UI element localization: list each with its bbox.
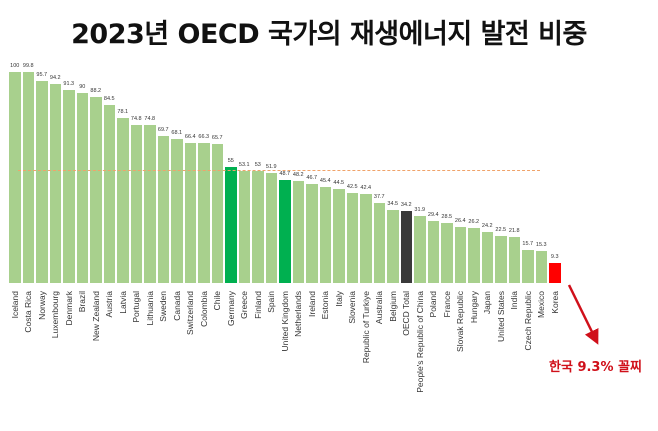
value-label: 34.5 — [387, 201, 399, 208]
value-label: 65.7 — [211, 135, 223, 142]
value-label: 42.4 — [360, 184, 372, 191]
bar-poland — [427, 220, 439, 283]
value-label: 9.3 — [550, 254, 559, 261]
bar-estonia — [319, 187, 331, 283]
bar-india — [508, 237, 520, 283]
value-label: 22.5 — [495, 226, 507, 233]
value-label: 74.8 — [144, 116, 156, 123]
chart-title: 2023년 OECD 국가의 재생에너지 발전 비중 — [71, 19, 587, 50]
value-label: 15.7 — [522, 240, 534, 247]
value-label: 90 — [79, 84, 86, 91]
value-label: 28.5 — [441, 213, 453, 220]
value-label: 48.2 — [292, 172, 304, 179]
bar-latvia — [117, 118, 129, 283]
value-label: 51.9 — [265, 164, 277, 171]
bar-canada — [171, 139, 183, 283]
bar-italy — [333, 189, 345, 283]
bar-slovak-republic — [454, 227, 466, 283]
bar-people-s-republic-of-china — [414, 215, 426, 283]
value-label: 48.7 — [279, 171, 291, 178]
value-label: 46.7 — [306, 175, 318, 182]
bar-france — [441, 222, 453, 283]
bar-greece — [238, 170, 250, 283]
bar-colombia — [198, 143, 210, 283]
bar-finland — [252, 171, 264, 283]
bar-chart: 100 Iceland 99.8 Costa Rica 95.7 Norway 94.2 Lu… — [9, 63, 561, 393]
bar-united-kingdom — [279, 180, 291, 283]
value-label: 91.3 — [63, 81, 75, 88]
bar-chile — [211, 144, 223, 283]
bar-norway — [36, 81, 48, 283]
value-label: 45.4 — [319, 178, 331, 185]
bar-belgium — [387, 210, 399, 283]
value-label: 66.3 — [198, 134, 210, 141]
value-label: 44.5 — [333, 180, 345, 187]
bar-czech-republic — [522, 249, 534, 283]
value-label: 94.2 — [49, 75, 61, 82]
value-label: 88.2 — [90, 87, 102, 94]
value-label: 78.1 — [117, 109, 129, 116]
value-label: 31.9 — [414, 206, 426, 213]
bar-slovenia — [346, 193, 358, 283]
value-label: 53 — [254, 162, 261, 169]
value-label: 95.7 — [36, 72, 48, 79]
value-label: 99.8 — [22, 63, 34, 70]
bar-republic-of-turkiye — [360, 193, 372, 283]
value-label: 24.2 — [481, 222, 493, 229]
value-label: 34.2 — [400, 201, 412, 208]
korea-annotation: 한국 9.3% 꼴찌 — [549, 360, 642, 375]
value-label: 68.1 — [171, 130, 183, 137]
bar-germany — [225, 166, 237, 283]
bar-brazil — [76, 93, 88, 283]
value-label: 37.7 — [373, 194, 385, 201]
bar-new-zealand — [90, 96, 102, 283]
annotation-arrow-icon — [567, 284, 599, 345]
value-label: 69.7 — [157, 126, 169, 133]
value-label: 29.4 — [427, 211, 439, 218]
bar-austria — [103, 104, 115, 283]
value-label: 55 — [227, 157, 234, 164]
bar-luxembourg — [49, 84, 61, 283]
value-label: 66.4 — [184, 133, 196, 140]
bar-united-states — [495, 235, 507, 283]
value-label: 26.4 — [454, 218, 466, 225]
value-label: 21.8 — [508, 228, 520, 234]
bar-australia — [373, 203, 385, 283]
value-label: 53.1 — [238, 161, 250, 168]
bar-switzerland — [184, 142, 196, 283]
value-label: 74.8 — [130, 116, 142, 123]
bar-japan — [481, 231, 493, 283]
value-label: 84.5 — [103, 95, 115, 102]
bar-lithuania — [144, 125, 156, 283]
value-label: 100 — [10, 63, 20, 69]
average-reference-line — [18, 170, 540, 172]
bar-sweden — [157, 135, 169, 283]
value-label: 15.3 — [535, 241, 547, 248]
bar-portugal — [130, 125, 142, 283]
bar-korea — [549, 263, 561, 283]
bar-netherlands — [292, 181, 304, 283]
bar-ireland — [306, 184, 318, 283]
bar-mexico — [535, 250, 547, 283]
bar-iceland — [9, 72, 21, 283]
value-label: 42.5 — [346, 184, 358, 191]
bar-spain — [265, 173, 277, 283]
value-label: 26.2 — [468, 218, 480, 225]
bar-oecd-total — [400, 210, 412, 283]
bar-denmark — [63, 90, 75, 283]
bar-hungary — [468, 227, 480, 283]
bar-costa-rica — [22, 72, 34, 283]
